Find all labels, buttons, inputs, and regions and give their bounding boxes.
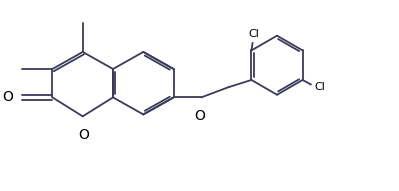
Text: Cl: Cl [248,29,259,39]
Text: O: O [194,109,205,123]
Text: O: O [79,128,89,142]
Text: Cl: Cl [315,82,326,92]
Text: O: O [2,90,14,104]
